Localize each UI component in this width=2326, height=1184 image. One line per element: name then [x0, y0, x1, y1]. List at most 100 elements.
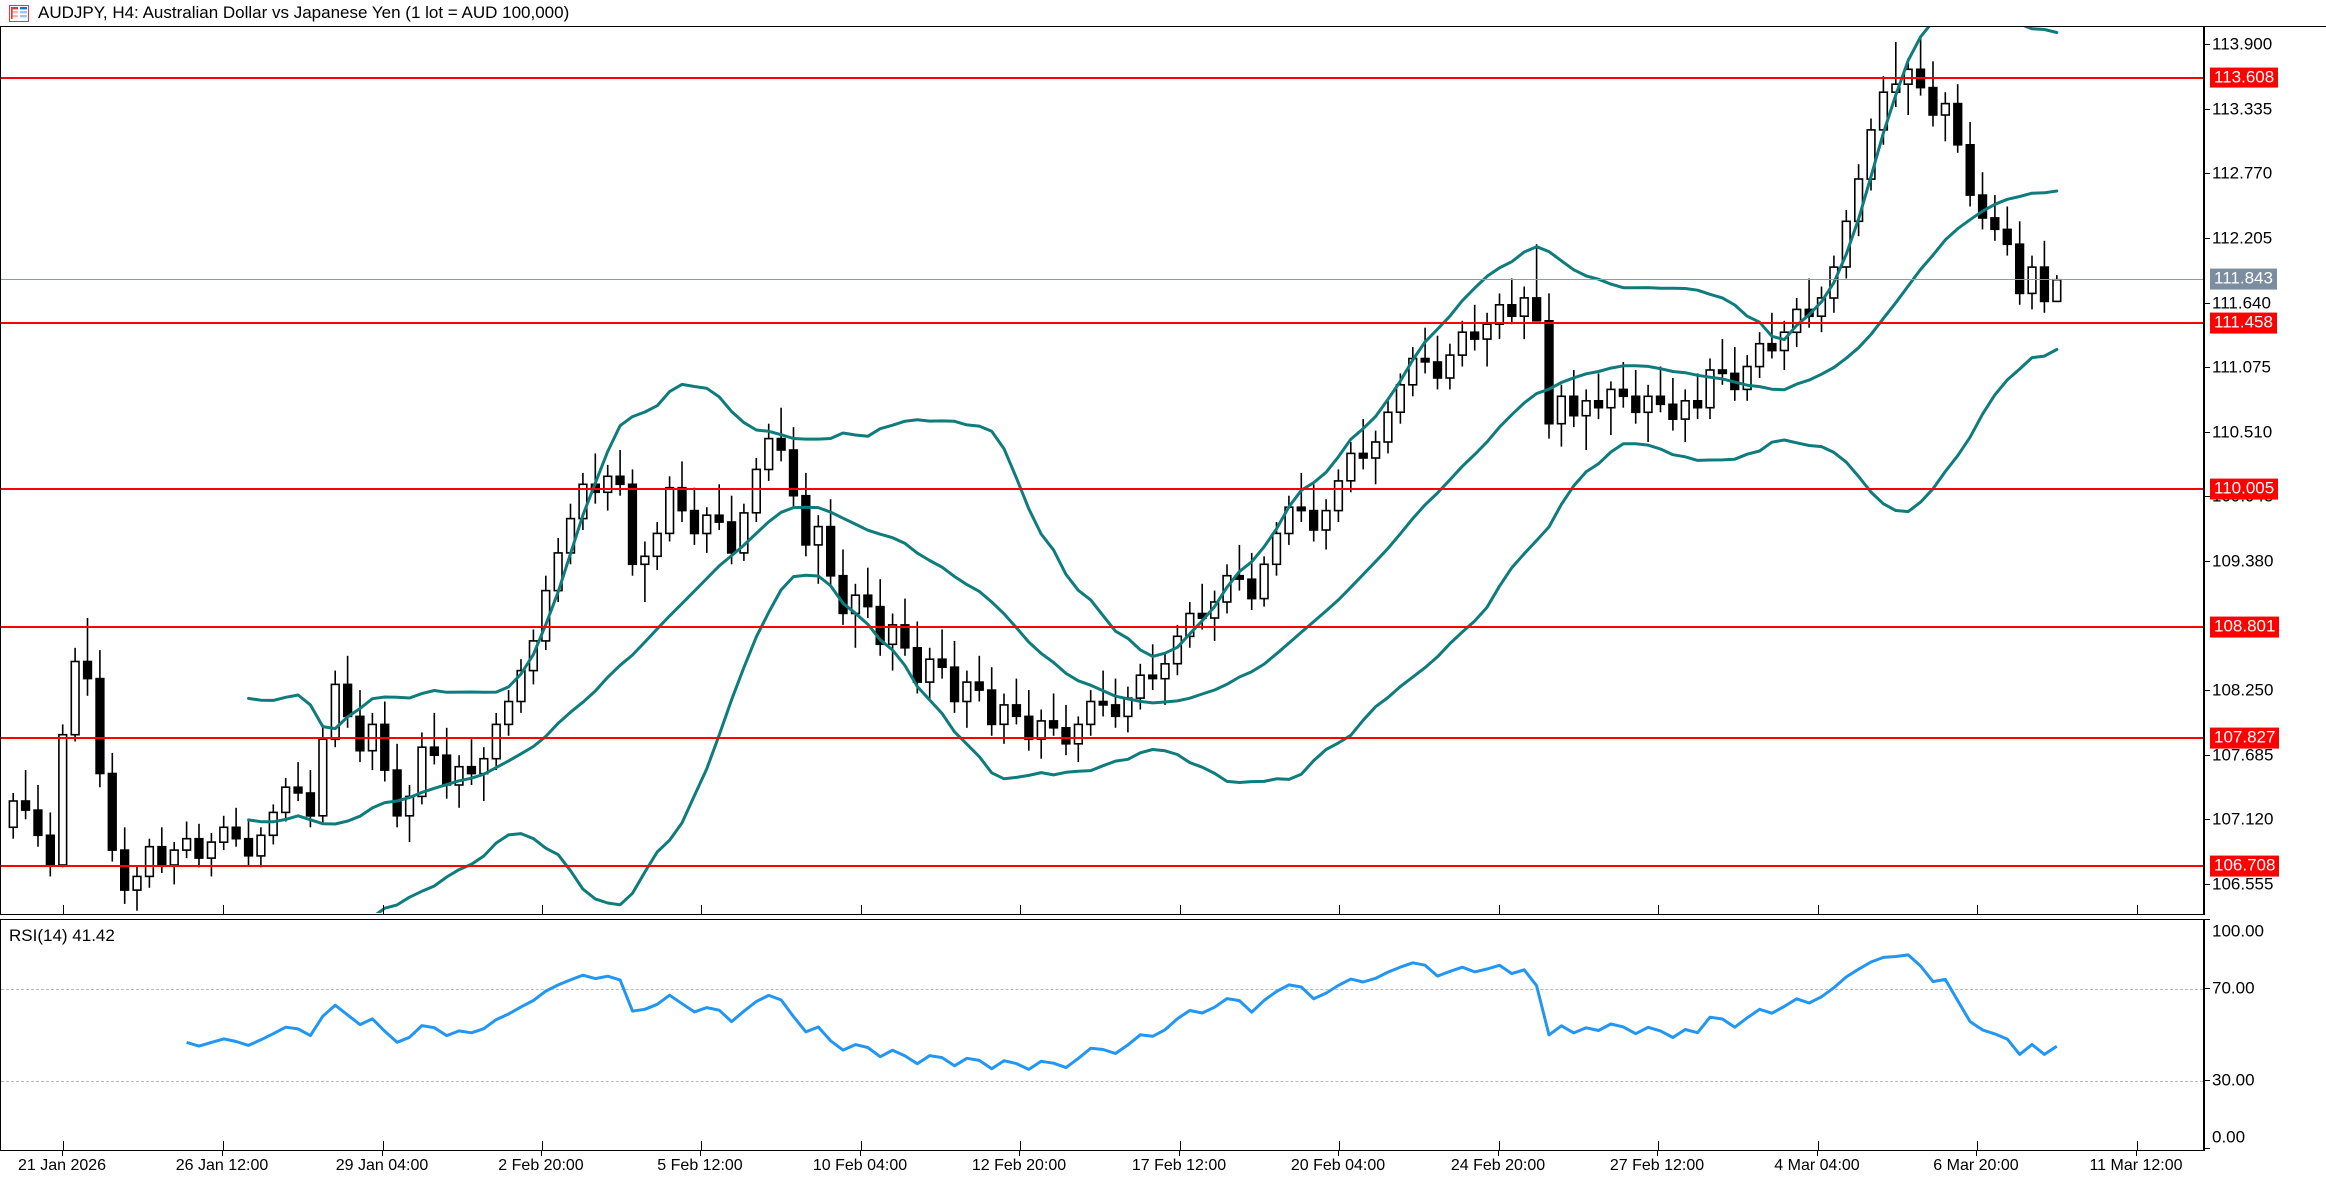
- time-axis-tick: [700, 1151, 701, 1156]
- candle-bullish: [1494, 303, 1505, 325]
- bollinger-lower-band: [375, 348, 2059, 913]
- price-axis-tick: [2204, 173, 2210, 175]
- level-price-label[interactable]: 106.708: [2210, 855, 2280, 877]
- time-axis-tick: [1657, 1151, 1658, 1156]
- bollinger-upper-band: [247, 27, 2059, 731]
- candle-bearish: [825, 525, 836, 577]
- candle-bearish: [355, 715, 365, 752]
- rsi-axis-tick: [2204, 919, 2210, 920]
- price-axis-tick: [2204, 44, 2210, 46]
- rsi-axis-label: 0.00: [2212, 1127, 2246, 1147]
- candle-bearish: [1247, 578, 1257, 600]
- candle-bearish: [194, 837, 204, 859]
- support-resistance-line[interactable]: [1, 737, 2203, 740]
- candle-bullish: [925, 658, 935, 683]
- candle-bullish: [652, 532, 662, 558]
- rsi-axis[interactable]: 100.00 70.00 30.00 0.00: [2204, 919, 2326, 1151]
- candle-bearish: [1965, 144, 1975, 196]
- candle-bullish: [219, 826, 229, 843]
- rsi-indicator-panel[interactable]: RSI(14) 41.42: [0, 919, 2204, 1151]
- price-panel-time-tick: [1020, 905, 1021, 914]
- time-axis-label: 20 Feb 04:00: [1290, 1157, 1386, 1174]
- time-axis-label: 27 Feb 12:00: [1609, 1157, 1705, 1174]
- rsi-panel-time-tick: [1339, 1141, 1340, 1150]
- candle-bearish: [1110, 704, 1121, 718]
- level-price-label[interactable]: 110.005: [2210, 479, 2279, 500]
- support-resistance-line[interactable]: [1, 322, 2203, 325]
- candle-bearish: [776, 437, 786, 451]
- price-axis-label: 106.555: [2212, 874, 2274, 894]
- candle-bearish: [1928, 86, 1938, 116]
- candle-bearish: [392, 769, 402, 817]
- rsi-panel-time-tick: [1818, 1141, 1819, 1150]
- price-panel-time-tick: [1499, 905, 1500, 914]
- candle-bearish: [441, 754, 452, 786]
- price-axis-label: 112.205: [2212, 228, 2273, 248]
- level-price-label[interactable]: 111.458: [2210, 312, 2277, 334]
- candle-bullish: [813, 525, 823, 546]
- candle-bearish: [1668, 403, 1678, 420]
- candle-bearish: [342, 683, 353, 718]
- price-axis-label: 108.250: [2212, 680, 2274, 700]
- candle-bullish: [1519, 297, 1529, 317]
- candle-bullish: [8, 800, 18, 829]
- candle-bearish: [1420, 357, 1430, 363]
- rsi-panel-time-tick: [1499, 1141, 1500, 1150]
- current-price-label[interactable]: 111.843: [2210, 268, 2277, 290]
- candle-bearish: [689, 509, 700, 535]
- support-resistance-line[interactable]: [1, 626, 2203, 629]
- candlestick-plot: [8, 27, 2062, 913]
- time-axis-tick: [382, 1151, 383, 1156]
- time-axis-tick: [541, 1151, 542, 1156]
- price-axis-label: 111.075: [2212, 357, 2271, 377]
- candle-bullish: [2052, 278, 2062, 303]
- rsi-panel-time-tick: [701, 1141, 702, 1150]
- candle-bullish: [1185, 612, 1195, 638]
- price-panel-time-tick: [63, 905, 64, 914]
- rsi-line: [186, 953, 2058, 1071]
- candle-bullish: [751, 468, 761, 514]
- candle-bullish: [1754, 342, 1765, 368]
- price-axis-label: 112.770: [2212, 163, 2273, 183]
- candle-bearish: [1470, 331, 1480, 340]
- candle-bullish: [1073, 723, 1083, 745]
- price-axis-label: 109.380: [2212, 551, 2274, 571]
- level-price-label[interactable]: 107.827: [2210, 728, 2280, 749]
- price-axis-spine: [2204, 27, 2205, 915]
- candle-bullish: [268, 811, 278, 837]
- price-axis-label: 107.685: [2212, 745, 2274, 765]
- time-axis[interactable]: 21 Jan 2026 26 Jan 12:00 29 Jan 04:00 2 Feb…: [0, 1151, 2204, 1184]
- candle-bearish: [107, 772, 117, 851]
- candle-bearish: [45, 834, 55, 866]
- candle-group: [8, 38, 2062, 911]
- time-axis-label: 5 Feb 12:00: [657, 1157, 743, 1174]
- candle-bearish: [1767, 342, 1777, 352]
- time-axis-label: 10 Feb 04:00: [812, 1157, 908, 1174]
- bollinger-middle-band: [247, 189, 2059, 826]
- rsi-panel-time-tick: [63, 1141, 64, 1150]
- candle-bullish: [70, 660, 80, 736]
- price-panel-time-tick: [861, 905, 862, 914]
- level-price-label[interactable]: 108.801: [2210, 616, 2280, 638]
- level-price-label[interactable]: 113.608: [2210, 67, 2279, 88]
- price-chart-panel[interactable]: [0, 27, 2204, 915]
- price-axis-label: 111.640: [2212, 293, 2271, 313]
- current-price-line[interactable]: [1, 279, 2203, 281]
- candle-bearish: [1011, 704, 1022, 718]
- time-axis-label: 2 Feb 20:00: [498, 1157, 584, 1174]
- support-resistance-line[interactable]: [1, 76, 2203, 79]
- candle-bearish: [305, 792, 316, 817]
- price-axis[interactable]: 113.900 113.335 112.770 112.205 111.640 111.0…: [2204, 27, 2326, 915]
- candle-bullish: [318, 738, 328, 817]
- support-resistance-line[interactable]: [1, 488, 2203, 491]
- candle-bullish: [1779, 331, 1789, 352]
- candle-bearish: [801, 494, 811, 546]
- price-axis-tick: [2204, 754, 2210, 756]
- candle-bearish: [20, 800, 31, 811]
- price-axis-label: 113.335: [2212, 99, 2273, 119]
- support-resistance-line[interactable]: [1, 865, 2203, 868]
- time-axis-tick: [62, 1151, 63, 1156]
- candle-bullish: [1371, 441, 1381, 459]
- candle-bullish: [1445, 354, 1455, 379]
- time-axis-label: 6 Mar 20:00: [1933, 1157, 2019, 1174]
